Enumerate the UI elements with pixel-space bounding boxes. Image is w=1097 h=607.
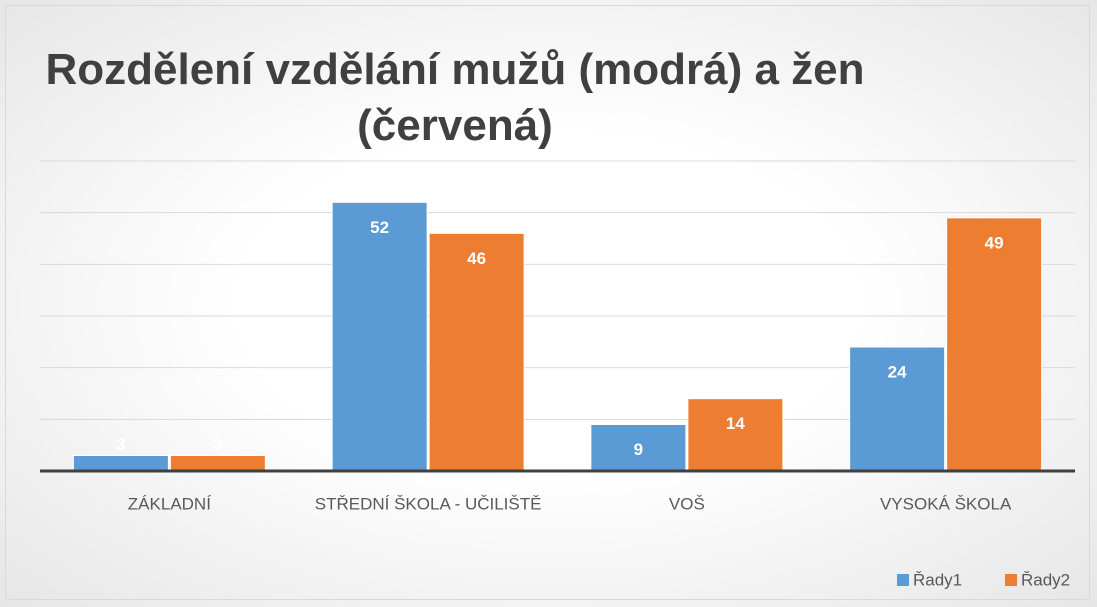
bar	[331, 201, 428, 472]
data-label: 9	[634, 440, 643, 459]
legend-label: Řady2	[1021, 570, 1070, 589]
data-label: 3	[213, 435, 222, 454]
data-label: 14	[726, 414, 745, 433]
bar	[590, 424, 687, 472]
x-tick-label: STŘEDNÍ ŠKOLA - UČILIŠTĚ	[315, 494, 542, 513]
bar	[687, 398, 784, 472]
x-tick-label: VYSOKÁ ŠKOLA	[880, 494, 1012, 513]
data-label: 3	[116, 435, 125, 454]
data-label: 52	[370, 218, 389, 237]
x-tick-label: VOŠ	[669, 494, 705, 513]
bar	[428, 232, 525, 472]
bar	[169, 455, 266, 472]
bar	[946, 217, 1043, 472]
x-tick-label: ZÁKLADNÍ	[128, 494, 211, 513]
legend-swatch	[897, 574, 909, 586]
data-label: 49	[985, 233, 1004, 252]
chart-border	[5, 5, 1090, 600]
data-label: 24	[888, 362, 907, 381]
bar	[72, 455, 169, 472]
legend-label: Řady1	[913, 570, 962, 589]
legend-swatch	[1005, 574, 1017, 586]
chart-title: Rozdělení vzdělání mužů (modrá) a žen (č…	[45, 45, 865, 150]
data-label: 46	[467, 249, 486, 268]
